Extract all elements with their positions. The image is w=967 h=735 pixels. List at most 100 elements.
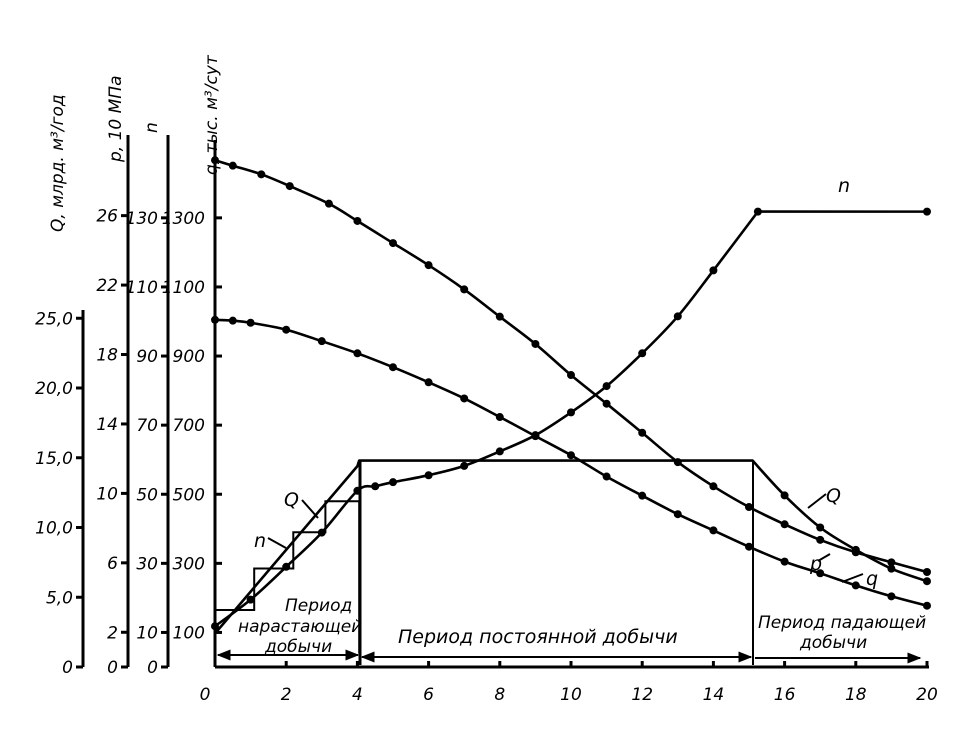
step-line-n	[215, 500, 361, 654]
n-tick-label-3: 50	[136, 485, 158, 505]
point-q-17	[780, 520, 789, 529]
point-n-17	[923, 207, 931, 216]
x-tick-label-8: 16	[774, 685, 796, 705]
point-n-11	[567, 408, 575, 417]
Q-tick-label-3: 15,0	[35, 449, 73, 469]
x-tick-label-0: 0	[200, 685, 211, 705]
x-tick-label-4: 8	[494, 685, 505, 705]
q-leader-line	[841, 573, 864, 583]
point-p-0	[211, 315, 219, 324]
point-n-15	[709, 266, 718, 275]
point-q-11	[567, 371, 575, 380]
period-constant-label: Период постоянной добычи	[398, 626, 678, 648]
Q-tick-label-4: 20,0	[35, 379, 73, 399]
n-tick-label-0: 0	[147, 658, 158, 678]
point-n-14	[673, 312, 682, 321]
point-p-12	[602, 472, 611, 481]
point-p-7	[424, 378, 433, 387]
q-tick-label-2: 500	[173, 485, 205, 505]
p-leader-line	[817, 553, 831, 562]
x-tick-label-1: 2	[281, 685, 292, 705]
point-q-1	[228, 161, 237, 170]
series-label-n-top: n	[838, 175, 850, 197]
period-rising-line2: нарастающей	[238, 617, 362, 637]
point-n-0	[211, 622, 219, 631]
axes-group: 05,010,015,020,025,002610141822260103050…	[35, 135, 938, 705]
x-tick-label-6: 12	[631, 685, 653, 705]
point-q-9	[495, 312, 504, 321]
Q-left-leader-line	[301, 499, 319, 519]
p-tick-label-2: 6	[107, 554, 118, 574]
Q-tick-label-2: 10,0	[35, 519, 73, 539]
point-n-6	[389, 478, 397, 487]
point-q-10	[531, 339, 540, 348]
point-p-5	[353, 349, 362, 358]
x-tick-label-5: 10	[560, 685, 582, 705]
point-q-21	[923, 567, 931, 576]
p-tick-label-5: 18	[96, 346, 118, 366]
n-tick-label-5: 90	[136, 347, 158, 367]
n-tick-label-7: 130	[126, 209, 158, 229]
n-leader-line	[267, 537, 287, 549]
point-n-9	[495, 447, 504, 456]
point-p-19	[851, 581, 860, 590]
point-q-7	[424, 261, 433, 270]
point-p-9	[495, 413, 504, 422]
period-falling-line1: Период падающей	[758, 613, 926, 633]
n-tick-label-6: 110	[126, 278, 158, 298]
n-tick-label-4: 70	[136, 416, 158, 436]
Q-axis-label: Q, млрд. м³/год	[48, 94, 68, 232]
point-q-15	[709, 482, 718, 491]
q-tick-label-6: 1300	[162, 209, 205, 229]
Q-tick-label-5: 25,0	[35, 309, 73, 329]
series-line-q	[213, 158, 929, 574]
point-q-5	[353, 216, 362, 225]
Q-tick-label-1: 5,0	[46, 588, 73, 608]
point-Q-5	[816, 523, 825, 532]
point-q-20	[887, 558, 896, 567]
point-q-2	[257, 170, 266, 179]
series-label-q: q	[866, 568, 878, 590]
point-p-3	[282, 325, 291, 334]
point-n-16	[753, 207, 762, 216]
p-tick-label-3: 10	[96, 484, 118, 504]
q-tick-label-3: 700	[173, 416, 205, 436]
period-rising-line3: добычи	[264, 637, 332, 657]
x-tick-label-2: 4	[352, 685, 363, 705]
q-tick-label-1: 300	[173, 554, 205, 574]
point-q-6	[389, 239, 397, 248]
series-layer	[211, 156, 931, 654]
point-n-12	[602, 382, 611, 391]
point-Q-6	[851, 545, 860, 554]
point-p-20	[887, 592, 896, 601]
point-n-2	[282, 562, 291, 571]
Q-tick-label-0: 0	[62, 658, 73, 678]
point-p-4	[317, 337, 326, 346]
point-p-21	[923, 601, 931, 610]
q-axis-label: q, тыс. м³/сут	[202, 54, 222, 175]
point-p-14	[673, 510, 682, 519]
q-tick-label-4: 900	[173, 347, 205, 367]
point-n-5	[371, 482, 380, 491]
point-Q-8	[923, 577, 931, 586]
point-p-17	[780, 557, 789, 566]
point-p-11	[567, 451, 575, 460]
point-q-16	[745, 503, 753, 512]
x-tick-label-9: 18	[845, 685, 867, 705]
p-tick-label-0: 0	[107, 658, 118, 678]
n-tick-label-2: 30	[136, 554, 158, 574]
Q-leader-line	[807, 493, 827, 509]
point-p-18	[816, 569, 825, 578]
point-p-15	[709, 526, 718, 535]
point-n-13	[638, 349, 647, 358]
series-label-Q-right: Q	[826, 485, 841, 507]
series-label-p: p	[809, 553, 822, 575]
point-p-8	[460, 394, 469, 403]
point-Q-4	[780, 491, 789, 500]
point-n-7	[424, 471, 433, 480]
x-tick-label-3: 6	[423, 685, 434, 705]
point-p-16	[745, 542, 753, 551]
n-axis-label: n	[142, 122, 162, 133]
x-tick-label-10: 20	[916, 685, 938, 705]
